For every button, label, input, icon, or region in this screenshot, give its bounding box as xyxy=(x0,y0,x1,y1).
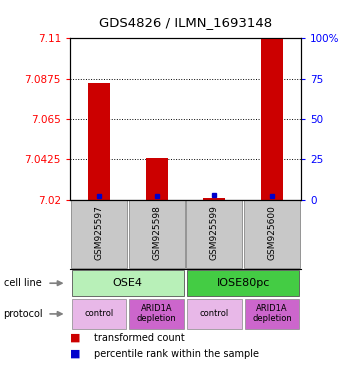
Text: protocol: protocol xyxy=(4,309,43,319)
Bar xyxy=(186,200,243,268)
Text: IOSE80pc: IOSE80pc xyxy=(217,278,270,288)
Text: percentile rank within the sample: percentile rank within the sample xyxy=(94,349,259,359)
Text: GSM925597: GSM925597 xyxy=(94,205,103,260)
Bar xyxy=(71,200,127,268)
Bar xyxy=(72,299,126,329)
Bar xyxy=(187,299,241,329)
Bar xyxy=(245,299,299,329)
Bar xyxy=(128,200,185,268)
Bar xyxy=(72,270,184,296)
Bar xyxy=(187,270,299,296)
Text: GDS4826 / ILMN_1693148: GDS4826 / ILMN_1693148 xyxy=(99,16,272,29)
Text: GSM925600: GSM925600 xyxy=(268,205,276,260)
Bar xyxy=(261,38,283,200)
Text: OSE4: OSE4 xyxy=(113,278,143,288)
Text: ■: ■ xyxy=(70,349,80,359)
Bar xyxy=(88,83,110,200)
Text: ARID1A
depletion: ARID1A depletion xyxy=(137,304,176,323)
Bar xyxy=(130,299,184,329)
Text: transformed count: transformed count xyxy=(94,333,185,343)
Text: cell line: cell line xyxy=(4,278,41,288)
Bar xyxy=(244,200,300,268)
Text: GSM925598: GSM925598 xyxy=(152,205,161,260)
Bar xyxy=(146,159,168,200)
Bar xyxy=(203,198,225,200)
Text: control: control xyxy=(200,309,229,318)
Text: ■: ■ xyxy=(70,333,80,343)
Text: GSM925599: GSM925599 xyxy=(210,205,219,260)
Text: ARID1A
depletion: ARID1A depletion xyxy=(252,304,292,323)
Text: control: control xyxy=(84,309,113,318)
